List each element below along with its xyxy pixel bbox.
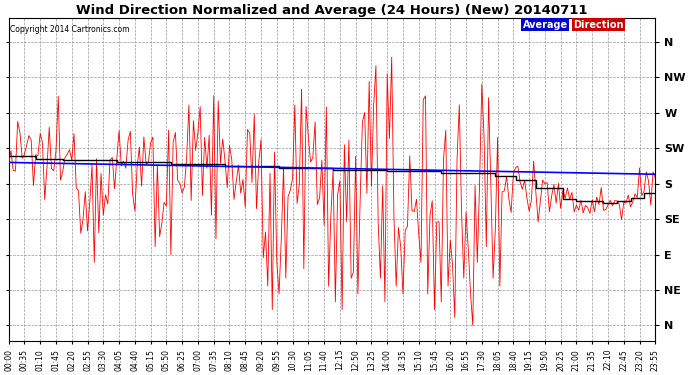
Text: Direction: Direction [573,20,624,30]
Title: Wind Direction Normalized and Average (24 Hours) (New) 20140711: Wind Direction Normalized and Average (2… [76,4,588,17]
Text: Copyright 2014 Cartronics.com: Copyright 2014 Cartronics.com [10,25,130,34]
Text: Average: Average [523,20,568,30]
